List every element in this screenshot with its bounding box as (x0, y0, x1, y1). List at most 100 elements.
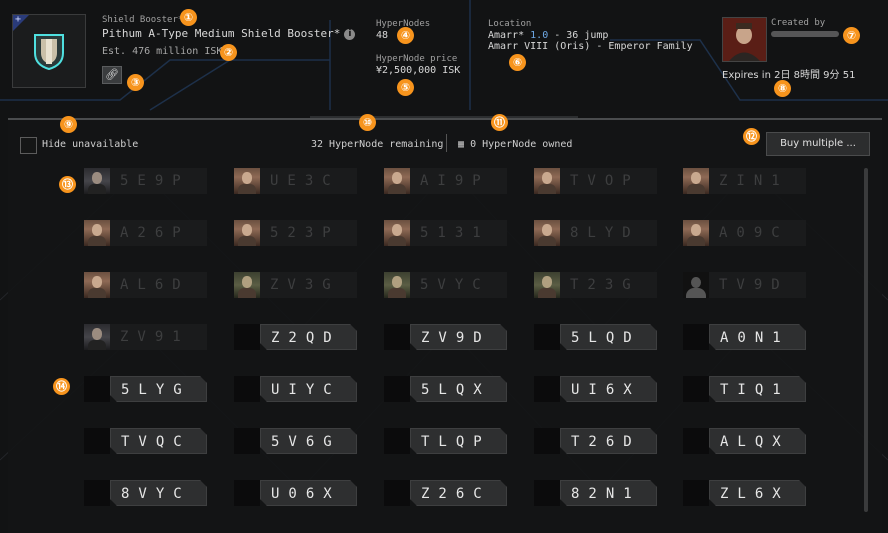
owned-count: ▦ 0 HyperNode owned (458, 139, 572, 150)
hypernode-taken: AI9P (384, 168, 507, 194)
hypernode-taken: T23G (534, 272, 657, 298)
item-header: + Shield Booster* Pithum A-Type Medium S… (0, 0, 888, 112)
hypernode-code[interactable]: TIQ1 (709, 376, 806, 402)
hypernode-code: 8LYD (560, 220, 657, 246)
owner-avatar[interactable] (384, 272, 410, 298)
owner-avatar[interactable] (534, 168, 560, 194)
hypernode-available[interactable]: UIYC (234, 376, 357, 402)
hypernode-available[interactable]: U06X (234, 480, 357, 506)
toolbar-divider (446, 134, 447, 152)
annotation-marker-12: ⑫ (743, 128, 760, 145)
hypernode-code[interactable]: 5V6G (260, 428, 357, 454)
hypernode-code: UE3C (260, 168, 357, 194)
owner-avatar[interactable] (384, 168, 410, 194)
hypernode-taken: TVOP (534, 168, 657, 194)
hypernode-taken: A09C (683, 220, 806, 246)
empty-avatar-slot (384, 376, 410, 402)
owner-avatar[interactable] (384, 220, 410, 246)
hypernode-code[interactable]: T26D (560, 428, 657, 454)
hypernode-code[interactable]: 5LQX (410, 376, 507, 402)
empty-avatar-slot (84, 480, 110, 506)
hypernode-available[interactable]: UI6X (534, 376, 657, 402)
owner-avatar[interactable] (84, 168, 110, 194)
created-by-label: Created by (771, 18, 826, 28)
security-status: 1.0 (530, 30, 549, 41)
hypernode-available[interactable]: TVQC (84, 428, 207, 454)
hypernode-available[interactable]: 5V6G (234, 428, 357, 454)
owner-avatar[interactable] (683, 220, 709, 246)
hypernode-price-label: HyperNode price (376, 54, 458, 64)
hide-unavailable-label[interactable]: Hide unavailable (42, 139, 139, 150)
hypernode-code[interactable]: 82N1 (560, 480, 657, 506)
hypernode-code[interactable]: U06X (260, 480, 357, 506)
hypernode-available[interactable]: TIQ1 (683, 376, 806, 402)
hypernode-code[interactable]: TLQP (410, 428, 507, 454)
location-system[interactable]: Amarr* 1.0 - 36 jump (488, 30, 608, 41)
scrollbar[interactable] (864, 168, 868, 512)
owner-avatar[interactable] (234, 220, 260, 246)
hypernode-code[interactable]: TVQC (110, 428, 207, 454)
hypernode-code: 5VYC (410, 272, 507, 298)
hypernode-code[interactable]: 5LQD (560, 324, 657, 350)
owner-avatar[interactable] (234, 272, 260, 298)
hypernode-code[interactable]: UIYC (260, 376, 357, 402)
owned-count-text: 0 HyperNode owned (470, 139, 573, 150)
owner-avatar[interactable] (683, 272, 709, 298)
creator-name-redacted[interactable] (771, 31, 839, 37)
hypernode-code[interactable]: Z26C (410, 480, 507, 506)
hypernode-available[interactable]: ZV9D (384, 324, 507, 350)
item-category: Shield Booster* (102, 15, 184, 25)
hypernode-code: ZV91 (110, 324, 207, 350)
empty-avatar-slot (683, 376, 709, 402)
hypernode-code: TV9D (709, 272, 806, 298)
hypernode-code[interactable]: A0N1 (709, 324, 806, 350)
owner-avatar[interactable] (84, 324, 110, 350)
owner-avatar[interactable] (683, 168, 709, 194)
empty-avatar-slot (234, 428, 260, 454)
location-station[interactable]: Amarr VIII (Oris) - Emperor Family (488, 41, 693, 52)
hypernode-available[interactable]: 5LQD (534, 324, 657, 350)
hypernode-code[interactable]: ZV9D (410, 324, 507, 350)
empty-avatar-slot (384, 428, 410, 454)
shield-booster-icon (34, 34, 64, 71)
hypernode-available[interactable]: 5LQX (384, 376, 507, 402)
location-region: Amarr* (488, 30, 525, 41)
hypernode-available[interactable]: TLQP (384, 428, 507, 454)
plus-icon: + (15, 14, 22, 25)
empty-avatar-slot (384, 480, 410, 506)
hypernode-code: 5E9P (110, 168, 207, 194)
owner-avatar[interactable] (534, 220, 560, 246)
hypernode-code[interactable]: ZL6X (709, 480, 806, 506)
empty-avatar-slot (84, 376, 110, 402)
hypernode-code[interactable]: Z2QD (260, 324, 357, 350)
info-icon[interactable]: i (344, 29, 356, 40)
hypernode-available[interactable]: Z26C (384, 480, 507, 506)
remaining-count: 32 HyperNode remaining (311, 139, 444, 150)
hypernode-available[interactable]: T26D (534, 428, 657, 454)
hide-unavailable-checkbox[interactable] (20, 137, 37, 154)
hypernode-code[interactable]: 8VYC (110, 480, 207, 506)
hypernode-taken: ZV3G (234, 272, 357, 298)
owner-avatar[interactable] (84, 220, 110, 246)
owner-avatar[interactable] (84, 272, 110, 298)
empty-avatar-slot (84, 428, 110, 454)
hypernodes-label: HyperNodes (376, 19, 431, 29)
hypernode-code: TVOP (560, 168, 657, 194)
link-button[interactable]: 🔗︎ (102, 66, 122, 84)
annotation-marker-6: ⑥ (509, 54, 526, 71)
hypernode-available[interactable]: ZL6X (683, 480, 806, 506)
hypernode-code[interactable]: UI6X (560, 376, 657, 402)
owner-avatar[interactable] (234, 168, 260, 194)
creator-avatar[interactable] (722, 17, 767, 62)
annotation-marker-3: ③ (127, 74, 144, 91)
hypernode-code[interactable]: 5LYG (110, 376, 207, 402)
buy-multiple-button[interactable]: Buy multiple ... (766, 132, 870, 156)
hypernode-available[interactable]: Z2QD (234, 324, 357, 350)
hypernode-available[interactable]: 8VYC (84, 480, 207, 506)
hypernode-available[interactable]: 82N1 (534, 480, 657, 506)
hypernode-available[interactable]: ALQX (683, 428, 806, 454)
owner-avatar[interactable] (534, 272, 560, 298)
hypernode-code[interactable]: ALQX (709, 428, 806, 454)
hypernode-available[interactable]: 5LYG (84, 376, 207, 402)
hypernode-available[interactable]: A0N1 (683, 324, 806, 350)
